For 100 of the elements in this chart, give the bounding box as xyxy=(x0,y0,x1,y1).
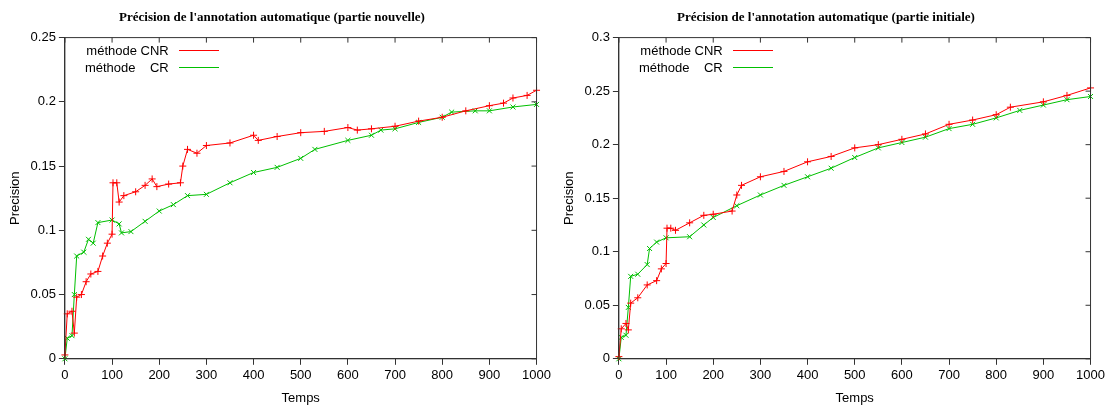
point xyxy=(67,307,76,316)
x-tick-label: 500 xyxy=(843,367,866,383)
point xyxy=(897,135,906,144)
point xyxy=(86,270,95,278)
point xyxy=(757,192,764,198)
point xyxy=(119,191,128,200)
point xyxy=(663,234,670,241)
point xyxy=(850,143,859,152)
point xyxy=(94,219,101,226)
point xyxy=(633,293,642,302)
point xyxy=(486,107,493,114)
point xyxy=(922,134,929,141)
point xyxy=(93,267,102,276)
point xyxy=(634,271,641,278)
x-tick-label: 600 xyxy=(337,367,359,383)
legend-label: méthode CR xyxy=(638,59,723,75)
point xyxy=(118,229,125,236)
point xyxy=(131,187,140,196)
point xyxy=(662,259,671,268)
point xyxy=(98,252,107,261)
point xyxy=(624,325,633,334)
point xyxy=(82,277,91,286)
x-tick-label: 0 xyxy=(615,367,623,383)
chart-title: Précision de l'annotation automatique (partie initiale) xyxy=(677,9,975,25)
x-tick-label: 300 xyxy=(749,367,772,383)
y-tick-label: 0.2 xyxy=(37,93,56,109)
y-tick-label: 0.3 xyxy=(591,29,610,45)
point xyxy=(781,182,787,189)
point xyxy=(804,173,811,180)
x-tick-label: 0 xyxy=(61,367,69,383)
y-tick-label: 0.05 xyxy=(30,286,56,302)
point xyxy=(73,253,80,259)
point xyxy=(367,124,376,133)
x-tick-label: 700 xyxy=(384,367,406,383)
point xyxy=(343,123,352,132)
point xyxy=(116,220,123,227)
legend-label: méthode CNR xyxy=(86,42,169,58)
y-tick-label: 0 xyxy=(602,350,610,366)
point xyxy=(875,144,882,151)
point xyxy=(685,218,694,227)
point xyxy=(1016,107,1023,114)
point xyxy=(710,214,717,221)
point xyxy=(827,152,836,161)
y-tick-label: 0.25 xyxy=(30,29,56,45)
point xyxy=(709,210,718,219)
point xyxy=(851,154,858,161)
point xyxy=(103,239,112,248)
y-tick-label: 0.25 xyxy=(584,82,610,98)
y-tick-label: 0.1 xyxy=(37,221,56,237)
point xyxy=(1062,91,1071,100)
point xyxy=(156,208,163,215)
x-tick-label: 100 xyxy=(655,367,677,383)
point xyxy=(184,192,191,199)
y-tick-label: 0.15 xyxy=(30,157,56,173)
legend-label: méthode CR xyxy=(84,59,169,75)
point xyxy=(828,165,835,172)
point xyxy=(183,145,192,154)
y-axis-title: Precision xyxy=(7,171,23,225)
point xyxy=(71,291,78,298)
legend-label: méthode CNR xyxy=(640,42,723,58)
x-tick-label: 800 xyxy=(985,367,1008,383)
point xyxy=(108,230,117,239)
point xyxy=(686,233,693,240)
x-tick-label: 300 xyxy=(195,367,218,383)
point xyxy=(657,264,666,273)
point xyxy=(202,141,211,150)
point xyxy=(164,180,173,189)
point xyxy=(779,167,788,176)
point xyxy=(115,198,124,207)
point xyxy=(508,93,517,102)
point xyxy=(227,179,233,186)
y-tick-label: 0.1 xyxy=(591,243,610,259)
x-tick-label: 900 xyxy=(478,367,501,383)
point xyxy=(968,116,977,125)
point xyxy=(621,319,630,328)
x-tick-label: 800 xyxy=(431,367,454,383)
point xyxy=(699,211,708,220)
point xyxy=(112,178,121,187)
point xyxy=(274,164,281,171)
point xyxy=(733,202,740,209)
point xyxy=(728,207,737,216)
point xyxy=(192,149,201,158)
point xyxy=(170,201,177,208)
point xyxy=(1040,102,1047,109)
point xyxy=(148,174,157,183)
x-tick-label: 900 xyxy=(1032,367,1055,383)
x-tick-label: 1000 xyxy=(1076,367,1105,383)
point xyxy=(77,290,86,299)
x-tick-label: 400 xyxy=(796,367,819,383)
y-axis-title: Precision xyxy=(561,171,577,225)
point xyxy=(945,120,954,129)
point xyxy=(141,181,150,190)
point xyxy=(898,139,905,146)
chart-title: Précision de l'annotation automatique (partie nouvelle) xyxy=(119,9,425,25)
point xyxy=(127,228,134,235)
point xyxy=(344,137,351,144)
point xyxy=(90,240,97,247)
y-tick-label: 0 xyxy=(48,350,56,366)
x-axis-title: Temps xyxy=(281,389,321,405)
x-axis-title: Temps xyxy=(835,389,875,405)
